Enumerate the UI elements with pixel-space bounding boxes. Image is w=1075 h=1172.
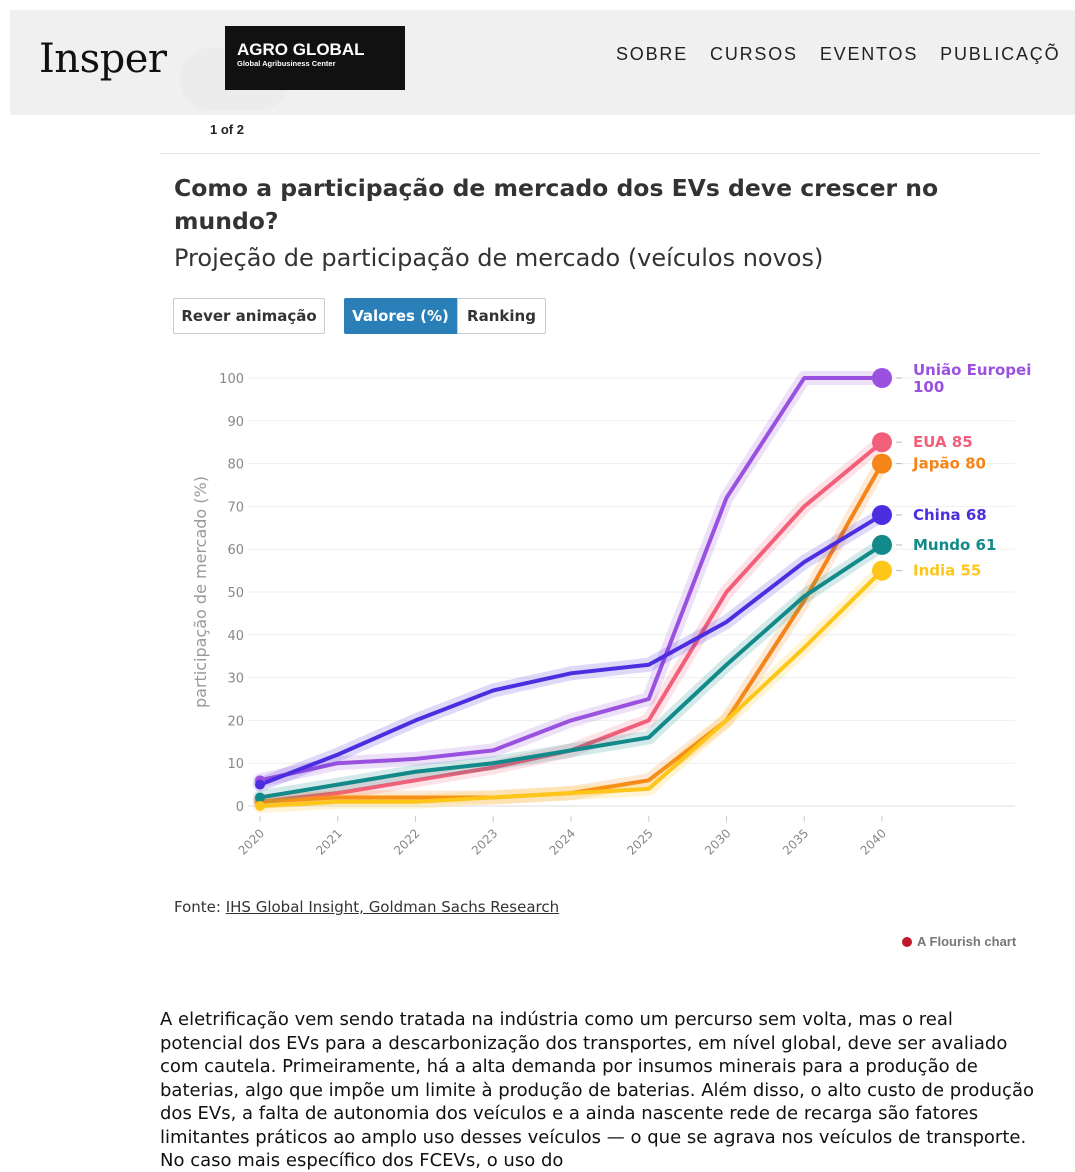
replay-animation-button[interactable]: Rever animação — [173, 298, 325, 334]
x-tick-label: 2024 — [547, 826, 578, 857]
series-line — [258, 376, 884, 783]
series-line — [258, 568, 884, 808]
x-tick-label: 2023 — [469, 826, 500, 857]
x-tick-label: 2040 — [858, 826, 889, 857]
source-link[interactable]: IHS Global Insight, Goldman Sachs Resear… — [225, 898, 560, 916]
nav-eventos[interactable]: EVENTOS — [819, 44, 919, 64]
x-tick-label: 2025 — [624, 826, 655, 857]
y-tick-label: 60 — [227, 543, 244, 558]
y-tick-label: 0 — [236, 800, 244, 815]
series-end-point — [872, 432, 892, 453]
series-label: China 68 — [913, 506, 987, 524]
series-label: Mundo 61 — [913, 536, 996, 554]
x-tick-label: 2035 — [780, 826, 811, 857]
series-end-point — [872, 504, 892, 525]
series-label: India 55 — [913, 562, 981, 580]
x-tick-label: 2022 — [391, 826, 422, 857]
nav-publicacoes[interactable]: PUBLICAÇÕ — [940, 44, 1061, 64]
y-tick-label: 40 — [227, 629, 244, 644]
ranking-toggle-button[interactable]: Ranking — [457, 298, 546, 334]
chart-subtitle: Projeção de participação de mercado (veí… — [174, 244, 824, 272]
y-tick-label: 50 — [227, 586, 244, 601]
chart-title: Como a participação de mercado dos EVs d… — [174, 174, 939, 235]
y-tick-label: 100 — [219, 372, 244, 387]
y-tick-label: 80 — [227, 458, 244, 473]
series-start-point — [255, 779, 265, 790]
divider — [160, 153, 1040, 154]
insper-logo[interactable]: Insper — [39, 36, 167, 82]
main-nav: SOBRE CURSOS EVENTOS PUBLICAÇÕ — [616, 44, 1075, 65]
agro-logo-subtitle: Global Agribusiness Center — [237, 59, 336, 68]
agro-global-logo[interactable]: AGRO GLOBAL Global Agribusiness Center — [225, 26, 405, 90]
y-tick-label: 70 — [227, 500, 244, 515]
y-tick-label: 10 — [227, 757, 244, 772]
y-tick-label: 90 — [227, 415, 244, 430]
series-label: União Europei — [913, 361, 1031, 379]
y-axis-label: participação de mercado (%) — [191, 476, 210, 708]
site-header: Insper AGRO GLOBAL Global Agribusiness C… — [10, 10, 1075, 115]
x-tick-label: 2030 — [702, 826, 733, 857]
nav-sobre[interactable]: SOBRE — [616, 44, 689, 64]
nav-cursos[interactable]: CURSOS — [710, 44, 798, 64]
x-tick-label: 2020 — [236, 826, 267, 857]
series-label: Japão 80 — [912, 455, 986, 473]
y-tick-label: 30 — [227, 672, 244, 687]
series-start-point — [255, 801, 265, 811]
chart-source: Fonte: IHS Global Insight, Goldman Sachs… — [174, 898, 559, 916]
source-prefix: Fonte: — [174, 898, 226, 916]
series-line — [258, 512, 884, 787]
agro-logo-title: AGRO GLOBAL — [237, 40, 365, 59]
series-end-point — [872, 453, 892, 474]
x-tick-label: 2021 — [313, 826, 344, 857]
flourish-icon — [902, 936, 912, 947]
y-tick-label: 20 — [227, 714, 244, 729]
series-value-label: 100 — [913, 378, 944, 396]
slide-pager: 1 of 2 — [210, 122, 244, 137]
flourish-label: A Flourish chart — [917, 934, 1017, 949]
series-end-point — [872, 368, 892, 388]
series-end-point — [872, 534, 892, 555]
article-paragraph: A eletrificação vem sendo tratada na ind… — [160, 1009, 1034, 1171]
series-line — [258, 542, 884, 800]
series-label: EUA 85 — [913, 433, 973, 451]
flourish-credit[interactable]: A Flourish chart — [902, 934, 1016, 949]
series-start-point — [255, 792, 265, 803]
values-toggle-button[interactable]: Valores (%) — [344, 298, 457, 334]
series-end-point — [872, 560, 892, 581]
